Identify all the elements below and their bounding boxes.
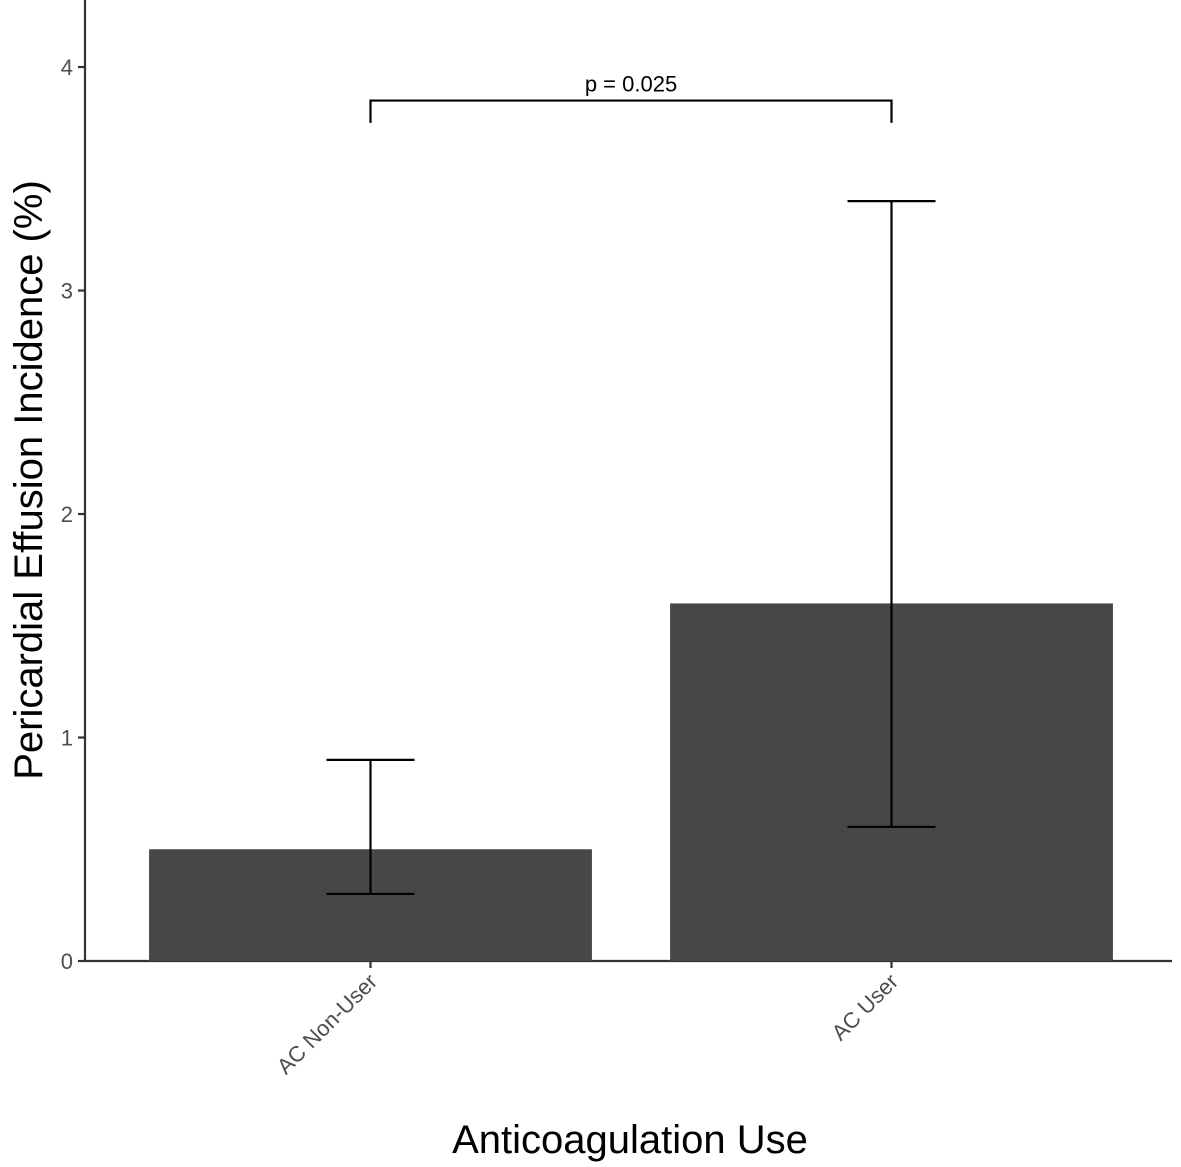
y-tick-label: 1 (61, 726, 73, 751)
significance-bracket (369, 99, 893, 123)
y-axis-title: Pericardial Effusion Incidence (%) (7, 180, 51, 780)
x-tick-label: AC Non-User (272, 969, 382, 1079)
y-tick-label: 2 (61, 502, 73, 527)
y-tick-label: 0 (61, 949, 73, 974)
y-tick-label: 4 (61, 55, 73, 80)
y-axis: 0 1 2 3 4 (61, 0, 87, 974)
x-axis-title: Anticoagulation Use (452, 1118, 808, 1162)
bars (149, 603, 1113, 961)
error-bars (326, 200, 936, 896)
significance-annotation: p = 0.025 (369, 72, 893, 123)
x-tick-label: AC User (827, 969, 903, 1045)
p-value-label: p = 0.025 (585, 72, 677, 97)
y-tick-label: 3 (61, 279, 73, 304)
x-axis: AC Non-User AC User (85, 959, 1172, 1079)
